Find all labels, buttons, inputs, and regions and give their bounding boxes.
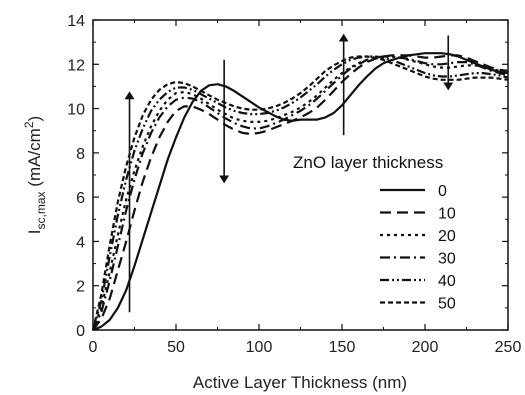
y-tick-label: 10 [67,102,85,119]
y-tick-label: 4 [76,234,85,251]
legend-items: 0 10 20 30 40 50 [380,183,456,313]
y-axis-title-main: I [25,229,44,234]
series-line-10 [92,54,509,331]
series-layer [91,52,509,332]
x-tick-label: 0 [89,339,98,356]
series-line-50 [91,55,509,331]
series-line-30 [92,55,509,331]
legend-title: ZnO layer thickness [293,153,443,172]
x-tick-label: 50 [167,339,185,356]
y-tick-label: 0 [76,323,85,340]
y-tick-label: 14 [67,13,85,30]
x-tick-label: 250 [495,339,522,356]
legend-label-0: 0 [438,183,447,200]
y-axis-title-unit: (mA/cm [25,128,44,191]
y-tick-label: 6 [76,190,85,207]
x-tick-label: 150 [329,339,356,356]
legend-label-30: 30 [438,251,456,268]
x-tick-label: 100 [246,339,273,356]
x-tick-label: 200 [412,339,439,356]
y-axis-title-unit-close: ) [25,116,44,122]
x-axis-title: Active Layer Thickness (nm) [193,373,407,392]
y-axis-title-subscript: sc,max [34,191,48,229]
annotation-arrows [124,33,454,313]
legend-label-10: 10 [438,206,456,223]
y-tick-label: 2 [76,279,85,296]
legend: ZnO layer thickness 0 10 20 30 40 50 [293,153,456,313]
legend-label-40: 40 [438,273,456,290]
y-tick-label: 12 [67,57,85,74]
legend-label-50: 50 [438,296,456,313]
y-axis-title: Isc,max (mA/cm2) [22,116,48,234]
series-line-40 [91,55,509,331]
y-axis-title-unit-superscript: 2 [22,121,36,128]
legend-label-20: 20 [438,228,456,245]
y-tick-label: 8 [76,146,85,163]
series-line-0 [92,52,509,332]
